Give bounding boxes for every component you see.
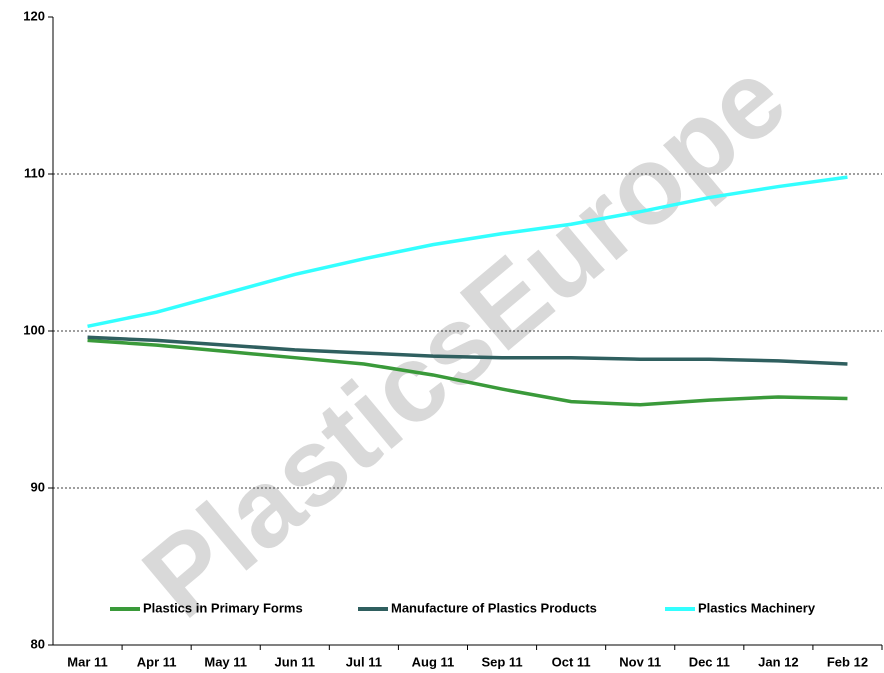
y-tick-label: 120	[23, 8, 45, 23]
x-tick-label: Jul 11	[346, 654, 382, 669]
x-tick-label: Jan 12	[758, 654, 798, 669]
x-tick-label: May 11	[204, 654, 247, 669]
series-line	[87, 175, 848, 329]
x-tick-label: Feb 12	[827, 654, 868, 669]
x-tick-label: Sep 11	[481, 654, 522, 669]
legend-label: Manufacture of Plastics Products	[391, 600, 597, 615]
y-tick-label: 110	[24, 165, 45, 180]
x-tick-label: Nov 11	[619, 654, 661, 669]
series-line	[87, 335, 848, 366]
x-tick-label: Mar 11	[67, 654, 107, 669]
y-tick-label: 80	[31, 636, 45, 651]
x-tick-label: Aug 11	[412, 654, 455, 669]
x-tick-label: Apr 11	[137, 654, 177, 669]
x-tick-label: Oct 11	[552, 654, 591, 669]
y-tick-label: 100	[23, 322, 45, 337]
y-tick-label: 90	[31, 479, 45, 494]
series-line	[87, 338, 848, 407]
legend-label: Plastics in Primary Forms	[143, 600, 303, 615]
x-tick-label: Dec 11	[689, 654, 730, 669]
watermark: PlasticsEurope	[121, 36, 809, 641]
legend-label: Plastics Machinery	[698, 600, 816, 615]
x-tick-label: Jun 11	[275, 654, 315, 669]
